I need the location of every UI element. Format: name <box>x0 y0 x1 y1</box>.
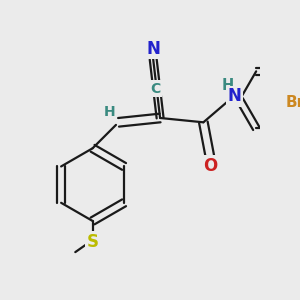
Text: N: N <box>146 40 160 58</box>
Text: N: N <box>228 87 242 105</box>
Text: Br: Br <box>286 95 300 110</box>
Text: S: S <box>87 233 99 251</box>
Text: C: C <box>151 82 161 96</box>
Text: H: H <box>104 105 116 119</box>
Text: H: H <box>221 79 234 94</box>
Text: O: O <box>203 157 218 175</box>
